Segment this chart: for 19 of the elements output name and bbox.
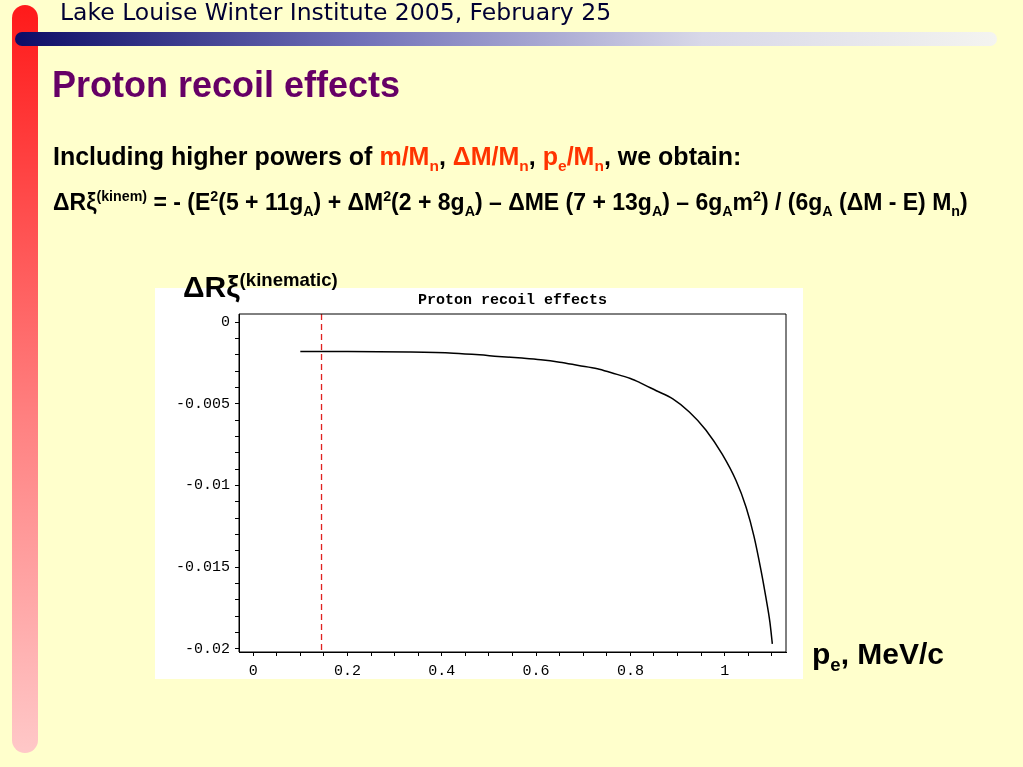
x-tick-label: 0.6 [522, 662, 550, 680]
chart-title: Proton recoil effects [417, 291, 608, 309]
text: Proton recoil effects [52, 64, 401, 106]
x-axis-title: p$_{e}$, MeV/c [812, 637, 945, 675]
y-tick-label: -0.005 [175, 395, 230, 413]
x-tick-label: 0.2 [333, 662, 361, 680]
line-series [299, 350, 774, 645]
text: ΔRξ$^{(kinem)}$ = - (E$^{2}$(5 + 11g$_{A}$) + ΔM$^{2}$(2 + 8g$_{A}$) – ΔME (7 + 13g$_{A}$) – 6g$_{A}$m$^{2}$) / (6g$_{A}$ (ΔM - E) M$_{n}$) [53, 188, 968, 219]
y-tick-label: -0.01 [184, 477, 230, 495]
y-axis-title: ΔRξ$^{(kinematic)}$ [183, 269, 338, 304]
x-tick-label: 0.4 [428, 662, 456, 680]
x-tick-label: 0.8 [616, 662, 644, 680]
x-tick-label: 0 [248, 662, 258, 680]
x-tick-label: 1 [720, 662, 730, 680]
text: Including higher powers of m/M$_{n}$, ΔM/M$_{n}$, p$_{e}$/M$_{n}$, we obtain: [53, 142, 742, 174]
text: Lake Louise Winter Institute 2005, February 25 [60, 0, 612, 27]
y-tick-label: -0.015 [175, 559, 230, 577]
y-tick-label: -0.02 [184, 640, 230, 658]
y-tick-label: 0 [220, 314, 230, 332]
